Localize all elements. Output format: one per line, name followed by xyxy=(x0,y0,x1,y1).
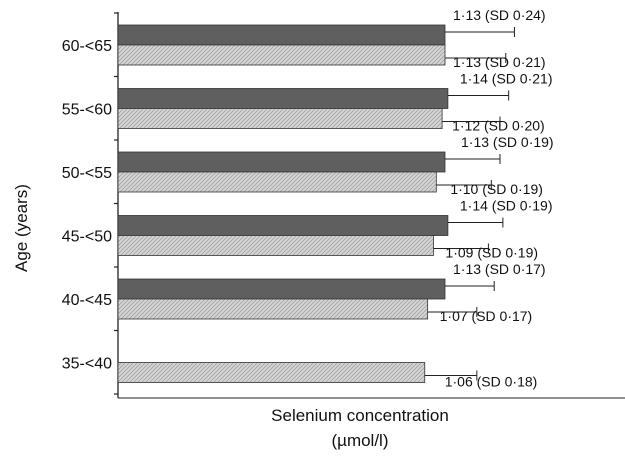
bar-dark xyxy=(117,215,449,236)
data-label: 1·13 (SD 0·17) xyxy=(453,261,546,277)
data-label: 1·13 (SD 0·24) xyxy=(453,7,546,23)
y-axis-title: Age (years) xyxy=(12,184,31,272)
x-axis-title-line2: (µmol/l) xyxy=(331,431,388,450)
bar-dark xyxy=(117,278,446,300)
data-label: 1·06 (SD 0·18) xyxy=(445,374,538,390)
bar-dark xyxy=(117,24,446,46)
bar-dark xyxy=(117,88,449,109)
bar-hatched xyxy=(117,108,443,129)
data-label: 1·12 (SD 0·20) xyxy=(452,118,545,134)
bars-group xyxy=(117,24,449,383)
y-tick-label: 35-<40 xyxy=(62,356,112,373)
x-axis-title-line1: Selenium concentration xyxy=(271,406,449,425)
data-label: 1·13 (SD 0·21) xyxy=(453,54,546,70)
y-tick-label: 55-<60 xyxy=(62,102,112,119)
data-label: 1·07 (SD 0·17) xyxy=(440,308,533,324)
bar-hatched xyxy=(117,362,426,383)
error-bars-group xyxy=(424,27,515,381)
bar-hatched xyxy=(117,44,446,66)
y-tick-label: 45-<50 xyxy=(62,229,112,246)
data-label: 1·13 (SD 0·19) xyxy=(461,134,554,150)
axes xyxy=(114,12,625,399)
bar-hatched xyxy=(117,171,437,193)
y-tick-label: 50-<55 xyxy=(62,165,112,182)
data-label: 1·10 (SD 0·19) xyxy=(450,181,543,197)
data-label: 1·09 (SD 0·19) xyxy=(445,245,538,261)
bar-hatched xyxy=(117,298,429,320)
y-tick-label: 60-<65 xyxy=(62,38,112,55)
data-label: 1·14 (SD 0·19) xyxy=(460,198,553,214)
bar-dark xyxy=(117,151,446,173)
tick-labels-group: 60-<65 55-<60 50-<55 45-<50 40-<45 35-<40 xyxy=(62,38,112,373)
data-labels-group: 1·13 (SD 0·24) 1·13 (SD 0·21)1·14 (SD 0·2… xyxy=(440,7,554,390)
bar-hatched xyxy=(117,235,434,256)
data-label: 1·14 (SD 0·21) xyxy=(460,71,553,87)
y-tick-label: 40-<45 xyxy=(62,292,112,309)
